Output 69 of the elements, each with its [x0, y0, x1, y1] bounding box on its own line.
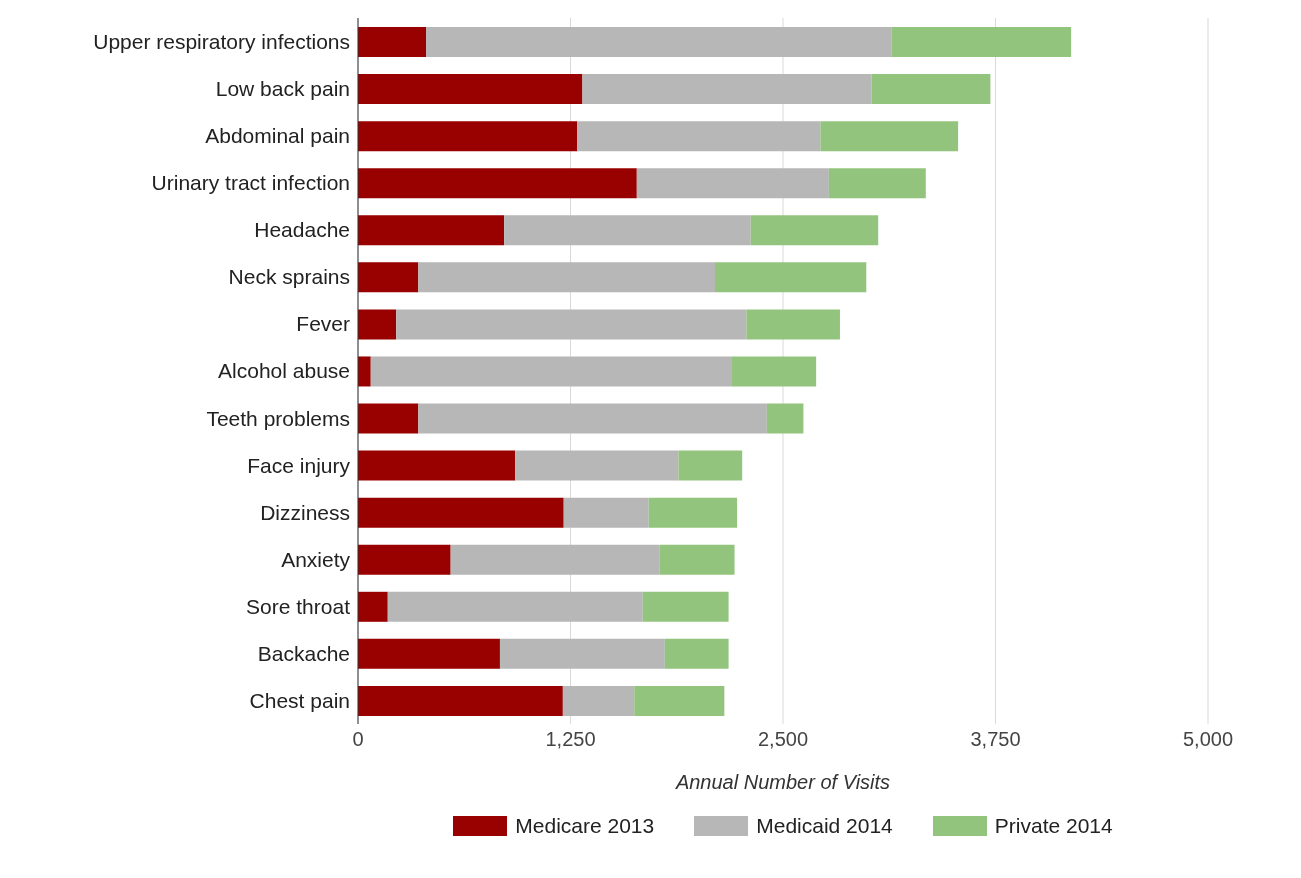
- x-tick-label: 3,750: [970, 728, 1021, 751]
- y-tick-label: Upper respiratory infections: [93, 29, 350, 53]
- bar: [634, 685, 725, 716]
- bar: [562, 685, 635, 716]
- legend-label: Medicaid 2014: [755, 814, 893, 838]
- bar: [387, 591, 643, 622]
- bar: [450, 544, 660, 575]
- bar: [358, 27, 426, 57]
- bar: [499, 638, 665, 669]
- y-tick-label: Abdominal pain: [205, 124, 350, 148]
- bar: [636, 168, 829, 199]
- bar: [358, 403, 419, 434]
- bar: [582, 74, 872, 105]
- y-tick-label: Anxiety: [281, 547, 351, 571]
- x-tick-label: 5,000: [1182, 728, 1234, 751]
- x-tick-label: 0: [352, 728, 364, 751]
- bar: [358, 74, 583, 105]
- bar: [358, 215, 505, 246]
- bar: [358, 262, 419, 293]
- bar: [577, 121, 821, 152]
- bar: [731, 356, 817, 387]
- y-tick-label: Alcohol abuse: [218, 359, 350, 383]
- y-tick-label: Neck sprains: [228, 265, 350, 289]
- y-tick-label: Sore throat: [246, 594, 351, 618]
- y-tick-label: Headache: [254, 218, 350, 242]
- y-tick-label: Urinary tract infection: [151, 171, 350, 195]
- bar: [358, 544, 451, 575]
- bar: [358, 450, 516, 481]
- y-tick-label: Low back pain: [215, 77, 350, 101]
- bar: [648, 497, 738, 528]
- bar: [664, 638, 729, 669]
- bar: [358, 497, 564, 528]
- bar: [659, 544, 735, 575]
- bar: [358, 591, 388, 622]
- bar: [358, 685, 563, 716]
- bar: [358, 309, 397, 340]
- bar: [563, 497, 649, 528]
- bar: [418, 403, 767, 434]
- bar: [396, 309, 747, 340]
- bar: [820, 121, 959, 152]
- bar: [358, 121, 578, 152]
- bar: [370, 356, 732, 387]
- bar: [515, 450, 679, 481]
- bar: [504, 215, 751, 246]
- y-tick-label: Teeth problems: [206, 406, 350, 430]
- bar: [358, 638, 500, 669]
- x-tick-label: 2,500: [757, 728, 809, 751]
- bar: [418, 262, 715, 293]
- y-tick-label: Dizziness: [260, 500, 350, 524]
- y-tick-label: Face injury: [247, 453, 351, 477]
- bar: [358, 168, 637, 199]
- bar: [766, 403, 804, 434]
- bar: [746, 309, 840, 340]
- y-tick-label: Backache: [257, 641, 350, 665]
- y-tick-label: Chest pain: [249, 688, 350, 712]
- x-axis-title: Annual Number of Visits: [674, 771, 891, 793]
- y-tick-label: Fever: [296, 312, 350, 336]
- bar: [642, 591, 729, 622]
- bar: [426, 27, 892, 57]
- bar: [828, 168, 926, 199]
- bar: [871, 74, 991, 105]
- bar: [358, 356, 371, 387]
- legend-label: Medicare 2013: [514, 814, 655, 838]
- bar: [678, 450, 743, 481]
- bar: [750, 215, 879, 246]
- x-tick-label: 1,250: [545, 728, 596, 751]
- bar: [891, 27, 1072, 57]
- bar: [715, 262, 867, 293]
- legend-label: Private 2014: [993, 814, 1113, 838]
